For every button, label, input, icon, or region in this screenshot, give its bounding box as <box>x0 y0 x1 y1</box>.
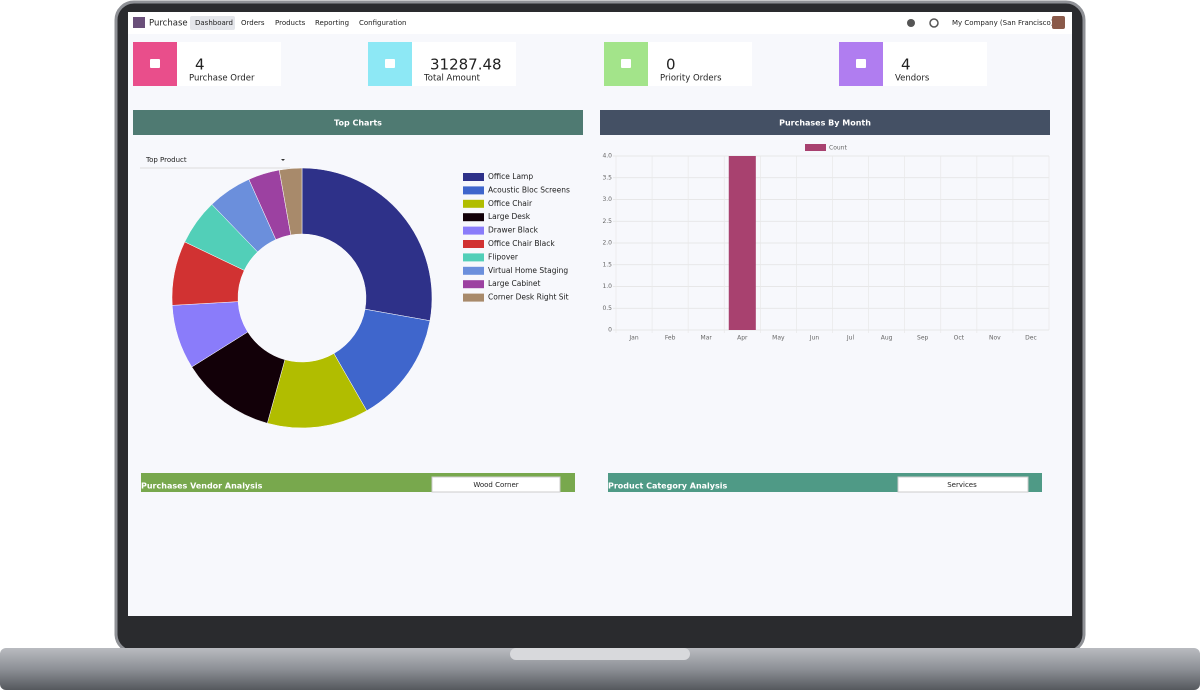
legend-swatch <box>463 240 484 248</box>
legend-label: Acoustic Bloc Screens <box>488 185 570 194</box>
x-tick-label: Feb <box>665 335 676 342</box>
legend-swatch <box>463 199 484 208</box>
x-tick-label: Oct <box>954 335 965 342</box>
legend-label: Office Chair Black <box>488 239 555 248</box>
pie-slice <box>301 167 433 322</box>
legend-swatch <box>463 293 484 302</box>
menu-item[interactable]: Orders <box>241 19 265 27</box>
y-tick-label: 0 <box>608 327 612 334</box>
legend-label: Large Cabinet <box>488 279 541 288</box>
panel-title: Product Category Analysis <box>608 482 728 491</box>
legend-label: Count <box>829 145 847 152</box>
panel-title: Purchases Vendor Analysis <box>141 482 263 491</box>
x-tick-label: Apr <box>737 335 748 342</box>
panel-header <box>600 110 1050 135</box>
panel-title: Purchases By Month <box>779 119 871 128</box>
x-tick-label: Jan <box>628 335 638 342</box>
caret <box>281 159 285 161</box>
screen <box>128 12 1072 616</box>
panel-title: Top Charts <box>334 119 382 128</box>
card-value: 4 <box>195 56 205 74</box>
legend-swatch <box>463 280 484 289</box>
legend-swatch <box>463 266 484 275</box>
card-value: 0 <box>666 56 676 74</box>
legend-swatch <box>463 253 484 262</box>
app-name: Purchase <box>149 19 188 29</box>
x-tick-label: Jul <box>846 335 855 342</box>
avatar[interactable] <box>1052 16 1065 29</box>
legend-label: Large Desk <box>488 212 531 221</box>
active-menu <box>190 16 235 30</box>
icon-glyph <box>621 59 631 68</box>
x-tick-label: Sep <box>917 335 929 342</box>
top-filter[interactable]: Top Product <box>145 156 187 164</box>
y-tick-label: 1.5 <box>602 261 612 268</box>
y-tick-label: 0.5 <box>602 305 612 312</box>
y-tick-label: 1.0 <box>602 283 612 290</box>
select[interactable] <box>431 476 561 493</box>
icon-glyph <box>856 59 866 68</box>
card-value: 4 <box>901 56 911 74</box>
menu-item[interactable]: Products <box>275 19 306 27</box>
legend-label: Corner Desk Right Sit <box>488 293 569 302</box>
y-tick-label: 4.0 <box>602 153 612 160</box>
select-value[interactable]: Services <box>947 481 977 489</box>
x-tick-label: Aug <box>881 335 893 342</box>
activity-icon[interactable] <box>929 18 939 28</box>
y-tick-label: 2.5 <box>602 218 612 225</box>
y-tick-label: 3.5 <box>602 174 612 181</box>
card-label: Priority Orders <box>660 74 722 84</box>
menu-item[interactable]: Dashboard <box>195 19 233 27</box>
chat-icon[interactable] <box>907 19 915 27</box>
base <box>0 648 1200 690</box>
select[interactable] <box>897 476 1029 493</box>
legend-label: Office Chair <box>488 199 533 208</box>
card-label: Purchase Order <box>189 74 255 84</box>
company[interactable]: My Company (San Francisco) <box>952 19 1054 27</box>
legend-label: Virtual Home Staging <box>488 266 568 275</box>
legend-label: Drawer Black <box>488 226 539 235</box>
y-tick-label: 2.0 <box>602 240 612 247</box>
select-value[interactable]: Wood Corner <box>473 481 518 489</box>
menu-item[interactable]: Reporting <box>315 19 349 27</box>
legend-swatch <box>463 186 484 195</box>
legend-label: Flipover <box>488 252 519 261</box>
pie-slice <box>278 167 303 236</box>
icon-glyph <box>385 59 395 68</box>
icon-glyph <box>150 59 160 68</box>
legend-swatch <box>463 173 484 181</box>
app-icon <box>133 17 145 28</box>
card-label: Vendors <box>895 74 930 84</box>
x-tick-label: Jun <box>809 335 820 342</box>
bar <box>728 156 756 330</box>
notch <box>510 648 690 660</box>
legend-swatch <box>463 226 484 235</box>
legend-swatch <box>463 213 484 222</box>
card-value: 31287.48 <box>430 56 502 74</box>
card-label: Total Amount <box>423 74 481 84</box>
x-tick-label: Dec <box>1025 335 1037 342</box>
legend-label: Office Lamp <box>488 172 533 181</box>
panel-header <box>133 110 583 135</box>
x-tick-label: Mar <box>701 335 713 342</box>
legend-swatch <box>805 144 826 151</box>
y-tick-label: 3.0 <box>602 196 612 203</box>
x-tick-label: May <box>772 335 785 342</box>
menu-item[interactable]: Configuration <box>359 19 406 27</box>
navbar <box>128 12 1072 34</box>
x-tick-label: Nov <box>989 335 1001 342</box>
